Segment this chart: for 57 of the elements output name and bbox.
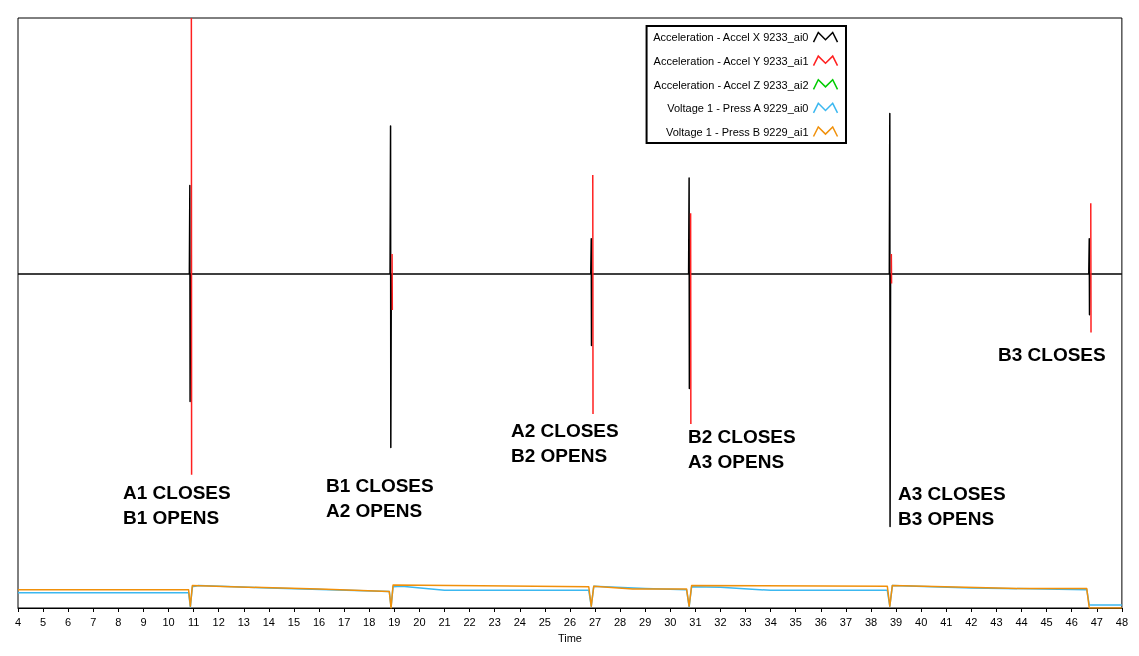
x-tick-label: 38 [864,615,878,628]
annotation: A1 CLOSES B1 OPENS [123,482,231,528]
x-tick-label: 35 [789,615,802,628]
x-tick-label: 31 [689,615,702,628]
x-tick-label: 9 [140,615,147,628]
x-tick-label: 20 [413,615,426,628]
annotation: B3 CLOSES [998,344,1106,365]
annotation: B2 CLOSES A3 OPENS [688,426,796,472]
x-tick-label: 44 [1015,615,1028,628]
annotation: B1 CLOSES A2 OPENS [326,475,434,521]
x-tick-label: 45 [1040,615,1053,628]
x-tick-label: 7 [90,615,97,628]
legend-label: Voltage 1 - Press A 9229_ai0 [667,102,809,115]
x-tick-label: 15 [287,615,301,628]
x-tick-label: 34 [764,615,777,628]
x-tick-label: 11 [187,615,200,628]
x-tick-label: 17 [338,615,351,628]
annotation: A2 CLOSES B2 OPENS [511,420,619,466]
x-tick-label: 19 [388,615,401,628]
x-tick-label: 29 [639,615,652,628]
annotation: A3 CLOSES B3 OPENS [898,483,1006,529]
x-tick-label: 24 [513,615,526,628]
x-axis-title: Time [557,631,582,644]
x-tick-label: 32 [714,615,727,628]
x-tick-label: 14 [262,615,276,628]
x-tick-label: 48 [1115,615,1129,628]
x-tick-label: 12 [212,615,225,628]
x-tick-label: 39 [889,615,903,628]
x-tick-label: 13 [237,615,250,628]
x-tick-label: 47 [1090,615,1103,628]
x-tick-label: 33 [739,615,752,628]
legend-label: Acceleration - Accel Z 9233_ai2 [653,78,809,91]
x-tick-label: 36 [814,615,827,628]
legend-label: Acceleration - Accel X 9233_ai0 [653,31,809,44]
x-tick-label: 27 [588,615,602,628]
x-tick-label: 37 [839,615,853,628]
x-tick-label: 16 [312,615,326,628]
x-tick-label: 28 [613,615,627,628]
x-tick-label: 22 [463,615,476,628]
legend-label: Voltage 1 - Press B 9229_ai1 [666,125,809,138]
x-tick-label: 30 [664,615,677,628]
x-tick-label: 6 [65,615,72,628]
x-tick-label: 18 [363,615,376,628]
x-tick-label: 23 [488,615,501,628]
x-tick-label: 8 [115,615,122,628]
legend-label: Acceleration - Accel Y 9233_ai1 [653,54,809,67]
x-tick-label: 5 [40,615,47,628]
x-tick-label: 43 [990,615,1003,628]
x-tick-label: 25 [538,615,551,628]
x-tick-label: 26 [563,615,577,628]
x-tick-label: 41 [940,615,953,628]
x-tick-label: 10 [162,615,175,628]
x-tick-label: 42 [965,615,978,628]
x-tick-label: 21 [438,615,451,628]
x-tick-label: 4 [14,615,22,628]
x-tick-label: 46 [1065,615,1078,628]
x-tick-label: 40 [915,615,928,628]
